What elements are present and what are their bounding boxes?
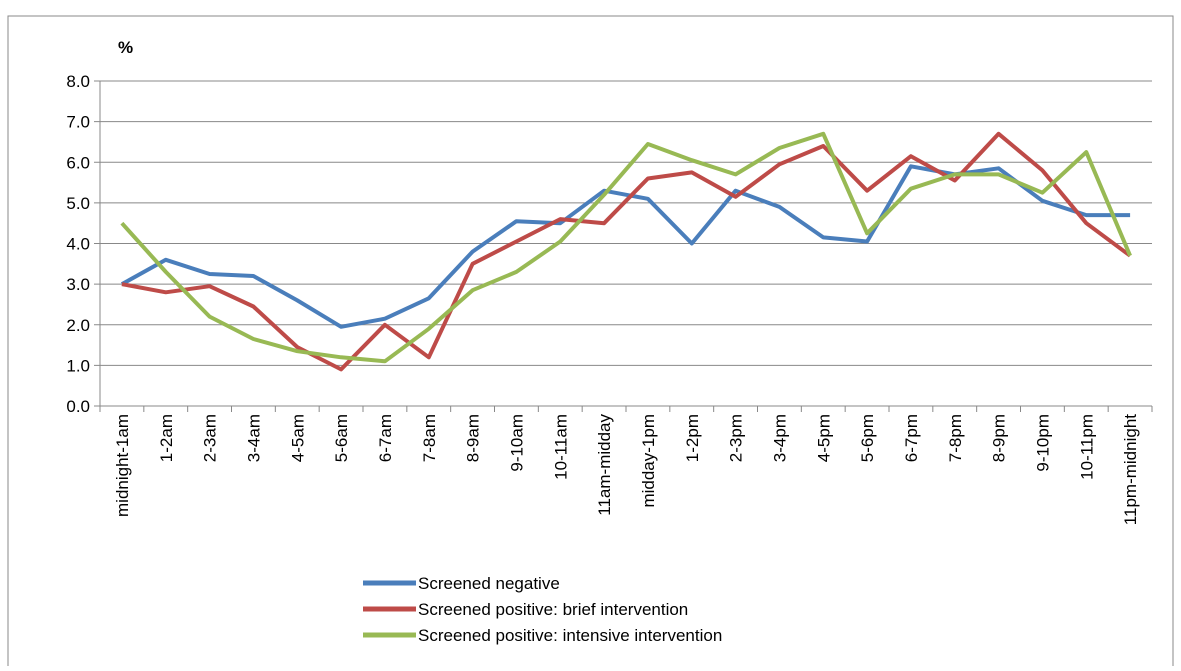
x-tick-label: 2-3pm xyxy=(727,414,746,462)
x-tick-label: 11am-midday xyxy=(595,414,614,516)
x-tick-label: 5-6am xyxy=(332,414,351,462)
x-tick-label: 9-10pm xyxy=(1033,414,1052,472)
x-tick-label: 5-6pm xyxy=(858,414,877,462)
x-tick-label: 4-5am xyxy=(288,414,307,462)
chart-frame xyxy=(7,15,1174,671)
x-tick-label: 6-7pm xyxy=(902,414,921,462)
x-tick-label: 7-8pm xyxy=(946,414,965,462)
y-tick-label: 7.0 xyxy=(66,113,90,132)
y-tick-label: 0.0 xyxy=(66,397,90,416)
legend-label: Screened negative xyxy=(418,574,560,593)
x-tick-label: 3-4am xyxy=(244,414,263,462)
x-tick-label: 11pm-midnight xyxy=(1121,414,1140,525)
x-tick-label: 4-5pm xyxy=(814,414,833,462)
x-tick-label: 10-11am xyxy=(551,414,570,480)
x-tick-label: midday-1pm xyxy=(639,414,658,508)
y-axis-label: % xyxy=(118,38,133,57)
x-tick-label: 2-3am xyxy=(201,414,220,462)
x-tick-label: 10-11pm xyxy=(1077,414,1096,480)
x-tick-label: 9-10am xyxy=(507,414,526,472)
y-tick-label: 5.0 xyxy=(66,194,90,213)
legend-label: Screened positive: brief intervention xyxy=(418,600,688,619)
series-line xyxy=(120,131,1132,364)
x-tick-label: midnight-1am xyxy=(113,414,132,517)
x-tick-label: 8-9am xyxy=(464,414,483,462)
y-tick-label: 2.0 xyxy=(66,316,90,335)
legend-label: Screened positive: intensive interventio… xyxy=(418,626,722,645)
y-tick-label: 6.0 xyxy=(66,153,90,172)
y-tick-label: 3.0 xyxy=(66,275,90,294)
x-tick-label: 8-9pm xyxy=(990,414,1009,462)
y-tick-label: 1.0 xyxy=(66,356,90,375)
x-tick-label: 1-2pm xyxy=(683,414,702,462)
x-tick-label: 6-7am xyxy=(376,414,395,462)
x-tick-label: 7-8am xyxy=(420,414,439,462)
y-tick-label: 8.0 xyxy=(66,72,90,91)
y-tick-label: 4.0 xyxy=(66,235,90,254)
x-tick-label: 3-4pm xyxy=(770,414,789,462)
x-tick-label: 1-2am xyxy=(157,414,176,462)
